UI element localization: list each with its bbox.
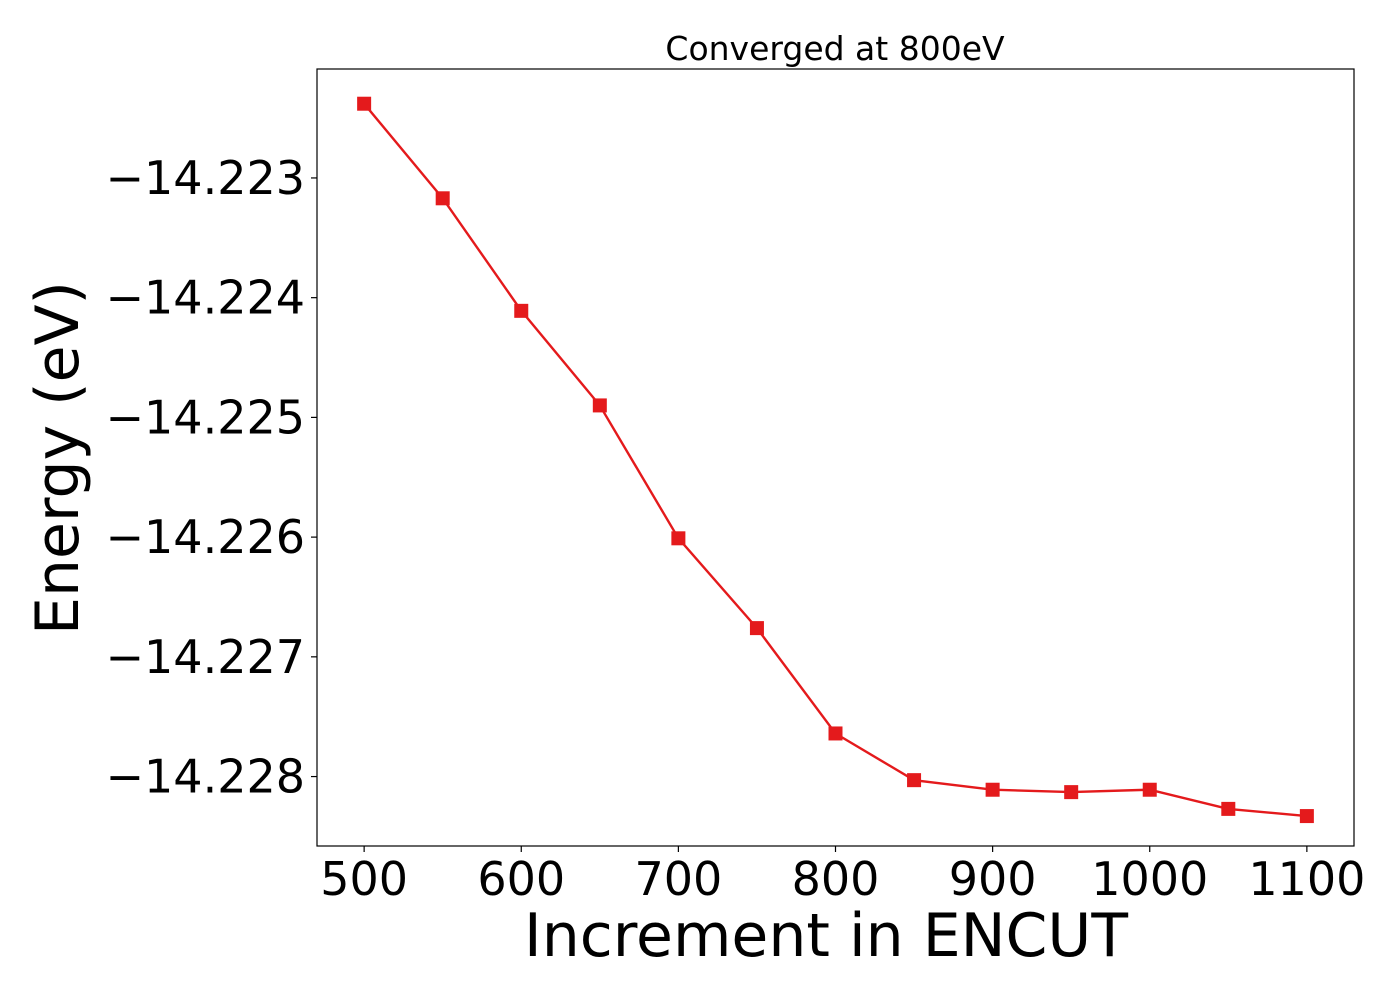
y-axis-label: Energy (eV) xyxy=(23,281,93,635)
data-point xyxy=(435,191,450,206)
data-point xyxy=(985,782,1000,797)
series-layer xyxy=(357,96,1314,824)
data-point xyxy=(749,621,764,636)
x-tick-label: 600 xyxy=(477,852,565,906)
data-point xyxy=(514,303,529,318)
y-tick-label: −14.226 xyxy=(106,510,306,564)
x-axis: 500 600 700 800 900 1000 1100 xyxy=(320,846,1365,906)
x-tick-label: 1000 xyxy=(1091,852,1208,906)
data-point xyxy=(592,398,607,413)
y-axis: −14.223 −14.224 −14.225 −14.226 −14.227 −14.2… xyxy=(106,151,317,804)
data-point xyxy=(357,96,372,111)
x-axis-label: Increment in ENCUT xyxy=(524,901,1128,971)
y-tick-label: −14.228 xyxy=(106,750,306,804)
y-tick-label: −14.227 xyxy=(106,630,306,684)
data-point xyxy=(1299,809,1314,824)
data-point xyxy=(1064,785,1079,800)
y-tick-label: −14.224 xyxy=(106,271,306,325)
x-tick-label: 500 xyxy=(320,852,408,906)
series-line xyxy=(363,102,1308,818)
data-point xyxy=(828,726,843,741)
x-tick-label: 900 xyxy=(949,852,1037,906)
y-tick-label: −14.225 xyxy=(106,390,306,444)
x-tick-label: 800 xyxy=(792,852,880,906)
chart-title: Converged at 800eV xyxy=(665,29,1005,68)
data-point xyxy=(1221,801,1236,816)
data-point xyxy=(907,773,922,788)
y-tick-label: −14.223 xyxy=(106,151,306,205)
x-tick-label: 700 xyxy=(634,852,722,906)
x-tick-label: 1100 xyxy=(1248,852,1365,906)
data-point xyxy=(1142,782,1157,797)
data-point xyxy=(671,531,686,546)
